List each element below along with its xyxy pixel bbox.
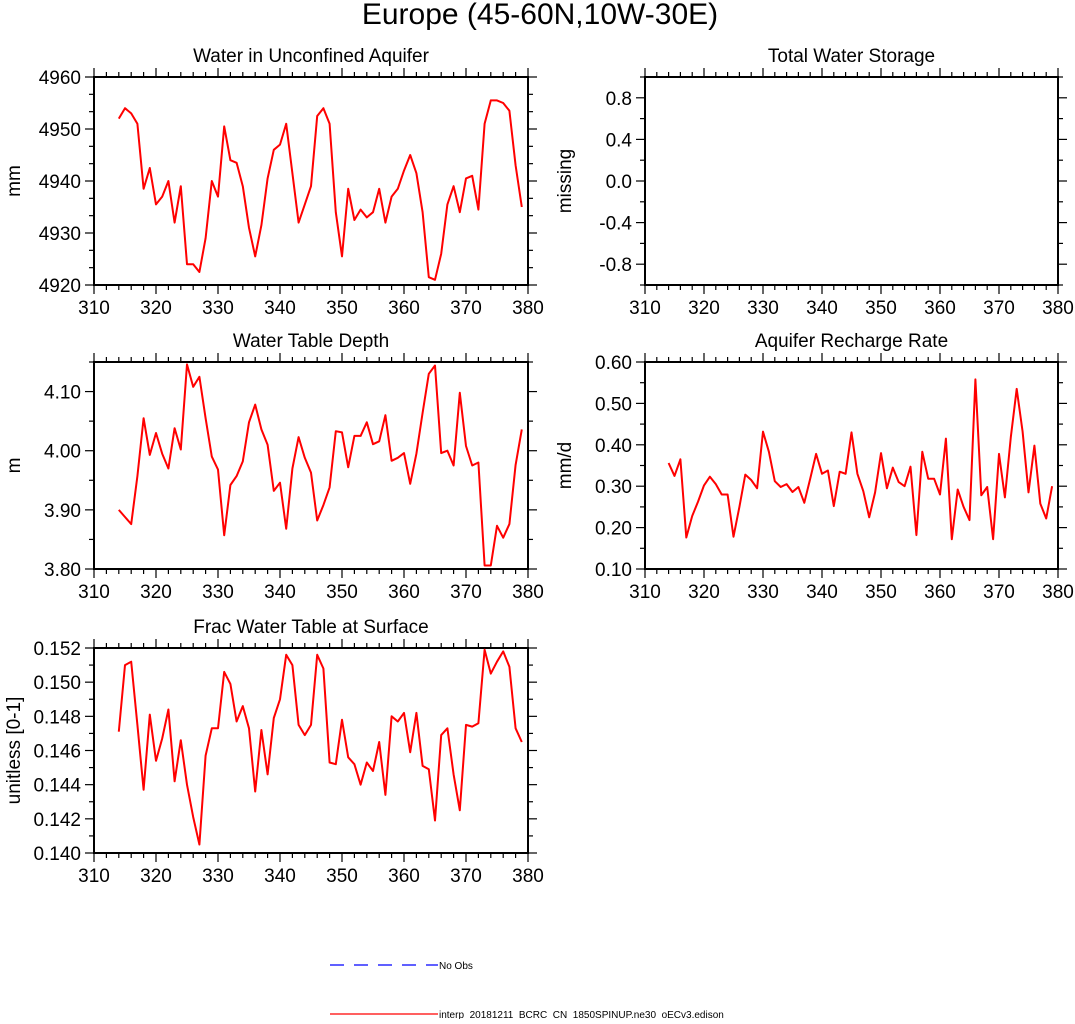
y-axis-label: m [4, 458, 25, 474]
y-tick-label: 4930 [39, 224, 81, 245]
legend: No Obs interp_20181211_BCRC_CN_1850SPINU… [330, 961, 724, 1021]
x-tick-label: 330 [202, 298, 234, 319]
y-axis-label: mm [4, 165, 25, 197]
panel-water-table-depth: Water Table Depth 310 320 330 340 350 360 370 38… [4, 331, 544, 603]
x-tick-label: 310 [78, 298, 110, 319]
x-tick-label: 340 [264, 298, 296, 319]
x-tick-label: 350 [865, 298, 897, 319]
y-tick-label: 4.10 [44, 383, 81, 404]
x-tick-label: 340 [264, 582, 296, 603]
legend-model-label: interp_20181211_BCRC_CN_1850SPINUP.ne30_… [439, 1010, 724, 1019]
y-tick-label: 4940 [39, 172, 81, 193]
panel-water-in-unconfined-aquifer: Water in Unconfined Aquifer 310 320 330 340 3… [4, 46, 544, 319]
x-tick-label: 330 [747, 298, 779, 319]
y-tick-label: 0.142 [33, 810, 81, 831]
y-tick-label: 0.8 [606, 89, 632, 110]
x-tick-label: 330 [747, 582, 779, 603]
panel-title: Water Table Depth [233, 331, 389, 352]
series-line [667, 378, 1054, 541]
x-tick-label: 340 [806, 582, 838, 603]
panel-aquifer-recharge-rate: Aquifer Recharge Rate 310 320 330 340 350 360 3… [555, 331, 1074, 603]
panel-total-water-storage: Total Water Storage 310 320 330 340 350 360 370… [555, 46, 1074, 319]
x-tick-label: 340 [806, 298, 838, 319]
y-tick-label: 0.40 [595, 436, 632, 457]
y-tick-label: -0.4 [599, 214, 632, 235]
y-tick-label: 0.152 [33, 639, 81, 660]
y-tick-label: 4920 [39, 276, 81, 297]
x-tick-label: 350 [865, 582, 897, 603]
x-tick-label: 330 [202, 866, 234, 887]
series-line [117, 99, 523, 281]
x-tick-label: 320 [688, 582, 720, 603]
series-line [118, 363, 523, 567]
panel-title: Total Water Storage [768, 46, 935, 67]
y-tick-label: 4950 [39, 120, 81, 141]
x-tick-label: 360 [388, 582, 420, 603]
y-axis-label: mm/d [555, 442, 576, 490]
x-tick-label: 370 [450, 298, 482, 319]
x-tick-label: 320 [140, 582, 172, 603]
x-tick-label: 360 [388, 866, 420, 887]
y-axis-label: unitless [0-1] [4, 697, 25, 805]
x-tick-label: 340 [264, 866, 296, 887]
x-tick-label: 330 [202, 582, 234, 603]
plot-frame [644, 361, 1059, 570]
y-tick-label: 0.10 [595, 560, 632, 581]
x-tick-label: 380 [512, 298, 544, 319]
y-tick-label: 0.150 [33, 673, 81, 694]
x-tick-label: 350 [326, 582, 358, 603]
x-tick-label: 380 [512, 582, 544, 603]
x-tick-label: 350 [326, 866, 358, 887]
x-tick-label: 370 [983, 298, 1015, 319]
y-tick-label: 0.50 [595, 394, 632, 415]
y-tick-label: 0.4 [606, 130, 633, 151]
x-tick-label: 320 [140, 298, 172, 319]
x-tick-label: 360 [924, 298, 956, 319]
x-tick-label: 310 [78, 866, 110, 887]
x-tick-label: 310 [78, 582, 110, 603]
y-tick-label: 0.146 [33, 742, 81, 763]
y-tick-label: 0.144 [33, 776, 81, 797]
x-tick-label: 350 [326, 298, 358, 319]
x-tick-label: 370 [450, 866, 482, 887]
x-tick-label: 320 [688, 298, 720, 319]
panel-title: Water in Unconfined Aquifer [193, 46, 430, 67]
y-tick-label: 3.80 [44, 560, 81, 581]
x-tick-label: 370 [450, 582, 482, 603]
y-tick-label: 0.140 [33, 844, 81, 865]
panel-title: Frac Water Table at Surface [193, 617, 429, 638]
y-tick-label: 0.148 [33, 707, 81, 728]
y-tick-label: 0.60 [595, 353, 632, 374]
y-axis-label: missing [555, 149, 576, 213]
figure-title: Europe (45-60N,10W-30E) [362, 0, 718, 31]
x-tick-label: 310 [629, 582, 661, 603]
x-tick-label: 380 [1042, 582, 1074, 603]
y-tick-label: 3.90 [44, 501, 81, 522]
x-tick-label: 320 [140, 866, 172, 887]
y-tick-label: 0.0 [606, 172, 632, 193]
y-tick-label: 0.30 [595, 477, 632, 498]
legend-no-obs-label: No Obs [439, 961, 473, 972]
x-tick-label: 370 [983, 582, 1015, 603]
y-tick-label: 4.00 [44, 442, 81, 463]
y-tick-label: 4960 [39, 68, 81, 89]
x-tick-label: 380 [512, 866, 544, 887]
x-tick-label: 380 [1042, 298, 1074, 319]
series-line [117, 648, 523, 846]
plot-frame [93, 361, 529, 570]
panel-title: Aquifer Recharge Rate [755, 331, 948, 352]
x-tick-label: 360 [924, 582, 956, 603]
y-tick-label: -0.8 [599, 255, 632, 276]
x-tick-label: 360 [388, 298, 420, 319]
x-tick-label: 310 [629, 298, 661, 319]
plot-frame [644, 76, 1059, 286]
panel-frac-water-table-at-surface: Frac Water Table at Surface 310 320 330 340 3… [4, 617, 544, 887]
y-tick-label: 0.20 [595, 519, 632, 540]
